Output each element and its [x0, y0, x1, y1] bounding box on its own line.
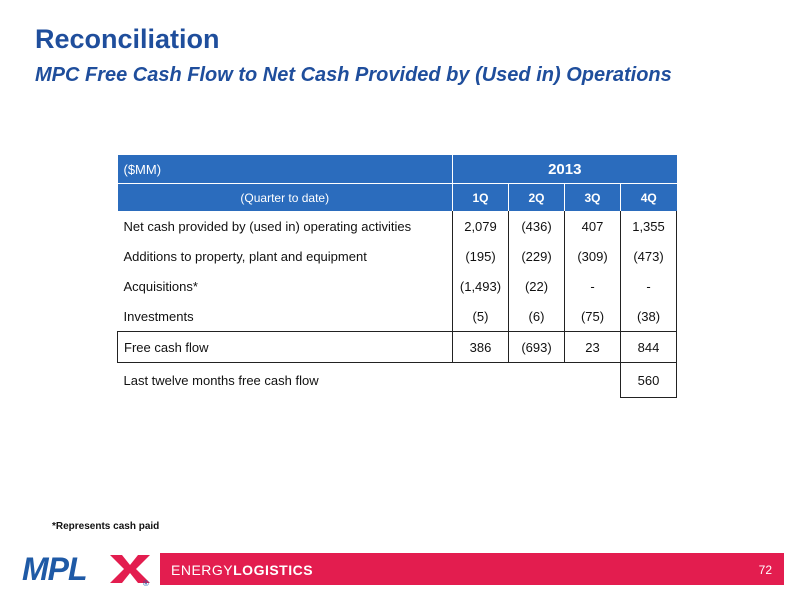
- empty-cell: [453, 363, 509, 398]
- table-cell: 386: [452, 331, 509, 363]
- row-label: Net cash provided by (used in) operating…: [123, 218, 412, 234]
- quarter-header: 1Q: [452, 183, 509, 211]
- row-label: Acquisitions*: [123, 278, 198, 294]
- quarter-header: 3Q: [564, 183, 621, 211]
- table-cell: (473): [620, 241, 677, 271]
- row-label: Investments: [123, 308, 194, 324]
- reconciliation-table: ($MM) 2013 (Quarter to date) 1Q 2Q 3Q 4Q…: [117, 155, 677, 398]
- table-row: Acquisitions* (1,493) (22) - -: [118, 271, 677, 301]
- footnote: *Represents cash paid: [52, 521, 160, 532]
- table-cell: 844: [620, 331, 677, 363]
- unit-label: ($MM): [117, 155, 453, 184]
- table-row: Investments (5) (6) (75) (38): [118, 301, 677, 332]
- year-header: 2013: [452, 155, 677, 184]
- brand-energy: ENERGY: [171, 562, 234, 578]
- table-header-row: ($MM) 2013: [117, 155, 677, 184]
- table-cell: (22): [508, 271, 565, 301]
- logo-x-mark: [110, 555, 150, 583]
- table-cell: 407: [564, 211, 621, 241]
- mplx-logo: MPL ®: [22, 551, 150, 587]
- table-cell: (436): [508, 211, 565, 241]
- table-cell: (693): [508, 331, 565, 363]
- empty-cell: [565, 363, 621, 398]
- table-cell: (309): [564, 241, 621, 271]
- page-number: 72: [758, 563, 772, 577]
- table-cell: 1,355: [620, 211, 677, 241]
- table-cell: (6): [508, 301, 565, 332]
- free-cash-flow-row: Free cash flow 386 (693) 23 844: [117, 331, 677, 363]
- row-label: Free cash flow: [117, 331, 453, 363]
- table-subheader-row: (Quarter to date) 1Q 2Q 3Q 4Q: [117, 183, 677, 211]
- table-cell: -: [564, 271, 621, 301]
- table-cell: -: [620, 271, 677, 301]
- quarter-header: 2Q: [508, 183, 565, 211]
- table-cell: (229): [508, 241, 565, 271]
- logo-wordmark: MPL: [22, 551, 87, 587]
- ltm-value: 560: [620, 362, 677, 398]
- table-row: Additions to property, plant and equipme…: [118, 241, 677, 271]
- brand-tagline: ENERGYLOGISTICS: [171, 562, 313, 578]
- ltm-row: Last twelve months free cash flow 560: [118, 362, 677, 398]
- page-title: Reconciliation: [35, 24, 220, 54]
- page-subtitle: MPC Free Cash Flow to Net Cash Provided …: [35, 64, 672, 86]
- ltm-label: Last twelve months free cash flow: [123, 372, 319, 388]
- table-cell: 2,079: [452, 211, 509, 241]
- registered-mark: ®: [143, 579, 149, 587]
- period-label: (Quarter to date): [240, 190, 330, 205]
- table-cell: (195): [452, 241, 509, 271]
- brand-logistics: LOGISTICS: [233, 562, 314, 578]
- quarter-header: 4Q: [620, 183, 677, 211]
- row-label: Additions to property, plant and equipme…: [123, 248, 367, 264]
- table-cell: (5): [452, 301, 509, 332]
- empty-cell: [509, 363, 565, 398]
- table-cell: 23: [564, 331, 621, 363]
- table-row: Net cash provided by (used in) operating…: [118, 211, 677, 241]
- table-cell: (38): [620, 301, 677, 332]
- footer-bar: [160, 553, 784, 585]
- table-cell: (1,493): [452, 271, 509, 301]
- table-cell: (75): [564, 301, 621, 332]
